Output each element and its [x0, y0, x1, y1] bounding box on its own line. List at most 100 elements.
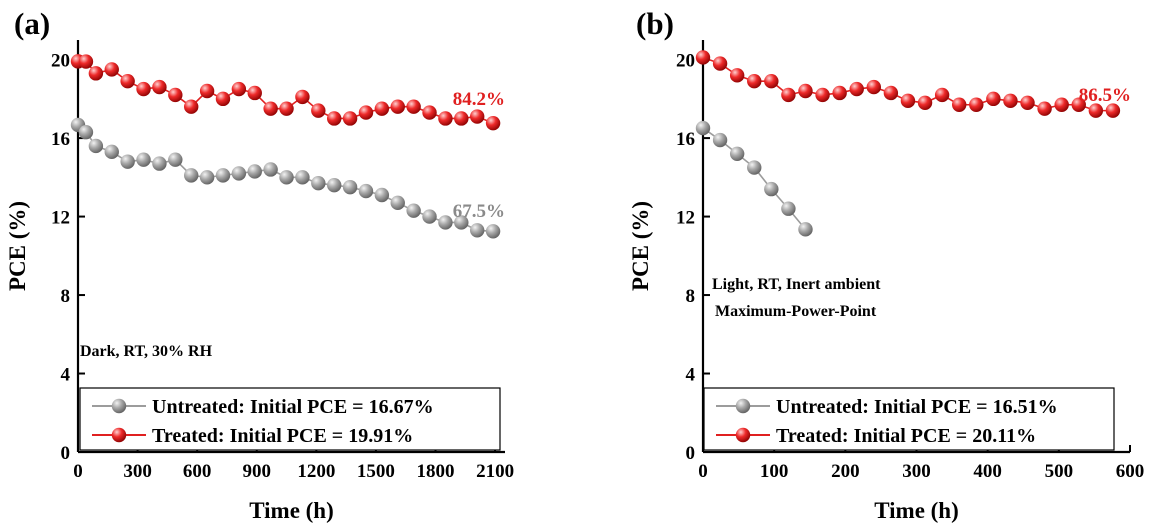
legend-box: [703, 387, 1115, 451]
data-point-treated: [883, 85, 899, 101]
series-line-untreated: [77, 124, 494, 233]
data-point-treated: [695, 50, 711, 65]
data-point-treated: [1003, 93, 1018, 109]
panel-label: (b): [636, 6, 674, 41]
data-point-untreated: [747, 160, 762, 175]
data-point-untreated: [454, 215, 469, 230]
data-point-untreated: [199, 170, 215, 185]
data-point-treated: [469, 109, 485, 124]
data-point-treated: [390, 99, 405, 114]
data-point-untreated: [342, 179, 358, 195]
data-point-untreated: [247, 164, 262, 179]
data-point-treated: [1071, 97, 1086, 112]
data-point-treated: [104, 62, 119, 77]
data-point-treated: [374, 101, 390, 116]
data-point-untreated: [78, 125, 94, 140]
data-point-untreated: [104, 144, 119, 160]
data-point-untreated: [406, 203, 421, 218]
data-point-untreated: [120, 154, 135, 169]
data-point-untreated: [263, 162, 278, 177]
data-point-treated: [215, 91, 231, 107]
chart-panel-b: (b) 0 100 200 300 400 500 600 0 4 8 12 16 20 Time (h) P…: [628, 6, 1144, 523]
x-tick-label: 600: [1116, 461, 1145, 482]
y-tick-label: 0: [61, 443, 71, 464]
x-tick-label: 1200: [297, 461, 335, 482]
data-point-treated: [712, 56, 728, 71]
y-axis-title: PCE (%): [628, 201, 653, 291]
data-point-treated: [934, 87, 950, 103]
data-point-untreated: [798, 222, 813, 237]
data-point-treated: [247, 85, 262, 101]
x-tick-label: 100: [760, 461, 789, 482]
legend-marker: [111, 427, 127, 443]
x-tick-label: 1800: [416, 461, 454, 482]
data-point-untreated: [374, 187, 390, 203]
y-axis-title: PCE (%): [5, 201, 30, 291]
y-tick-label: 8: [61, 286, 71, 307]
data-point-treated: [231, 81, 247, 97]
data-point-treated: [88, 66, 104, 81]
y-tick-label: 20: [51, 51, 70, 72]
x-tick-label: 400: [973, 461, 1002, 482]
data-point-treated: [900, 93, 916, 109]
legend-marker: [111, 398, 127, 414]
data-point-treated: [866, 79, 881, 95]
data-point-treated: [120, 74, 135, 89]
data-point-treated: [764, 74, 779, 89]
data-point-untreated: [279, 170, 294, 185]
data-point-treated: [199, 83, 215, 99]
x-tick-label: 300: [123, 461, 152, 482]
data-point-untreated: [781, 201, 796, 216]
data-point-untreated: [438, 215, 453, 230]
x-tick-label: 0: [698, 461, 708, 482]
legend-marker: [735, 427, 751, 443]
data-point-untreated: [168, 152, 183, 167]
x-axis-title: Time (h): [874, 498, 959, 523]
data-point-treated: [295, 89, 310, 105]
data-point-treated: [781, 87, 796, 103]
data-point-untreated: [295, 170, 310, 185]
legend-box: [79, 387, 501, 451]
data-point-treated: [342, 111, 358, 126]
data-point-treated: [358, 105, 374, 120]
data-point-untreated: [327, 177, 342, 193]
data-point-treated: [152, 79, 167, 95]
y-tick-label: 12: [51, 208, 70, 229]
x-axis-title: Time (h): [249, 498, 334, 523]
data-point-treated: [815, 87, 830, 103]
x-tick-label: 1500: [357, 461, 395, 482]
y-tick-label: 0: [686, 443, 696, 464]
data-point-treated: [485, 115, 501, 131]
condition-annotation: Light, RT, Inert ambient: [712, 276, 881, 293]
legend: Untreated: Initial PCE = 16.67% Treated: …: [79, 387, 501, 451]
y-tick-label: 16: [676, 129, 695, 150]
data-point-treated: [422, 105, 437, 120]
x-tick-label: 600: [183, 461, 212, 482]
data-point-untreated: [729, 146, 745, 161]
y-tick-label: 16: [51, 129, 70, 150]
series-line-treated: [77, 60, 494, 124]
data-point-treated: [1020, 95, 1035, 110]
data-point-treated: [168, 87, 183, 103]
data-point-treated: [327, 111, 342, 126]
x-tick-label: 200: [831, 461, 860, 482]
data-point-treated: [406, 99, 421, 114]
data-point-treated: [438, 111, 453, 126]
condition-annotation: Maximum-Power-Point: [715, 303, 877, 320]
x-tick-label: 900: [242, 461, 271, 482]
x-tick-label: 2100: [476, 461, 514, 482]
data-point-treated: [263, 101, 278, 116]
data-point-untreated: [136, 152, 151, 167]
data-point-untreated: [485, 224, 501, 239]
condition-annotation: Dark, RT, 30% RH: [80, 343, 213, 360]
x-tick-label: 500: [1045, 461, 1074, 482]
data-point-untreated: [184, 168, 199, 183]
data-point-untreated: [215, 168, 231, 183]
data-point-treated: [279, 101, 294, 116]
legend-label: Treated: Initial PCE = 20.11%: [776, 425, 1036, 447]
legend: Untreated: Initial PCE = 16.51% Treated: …: [703, 387, 1115, 451]
data-point-untreated: [152, 156, 167, 171]
data-point-treated: [969, 97, 984, 112]
